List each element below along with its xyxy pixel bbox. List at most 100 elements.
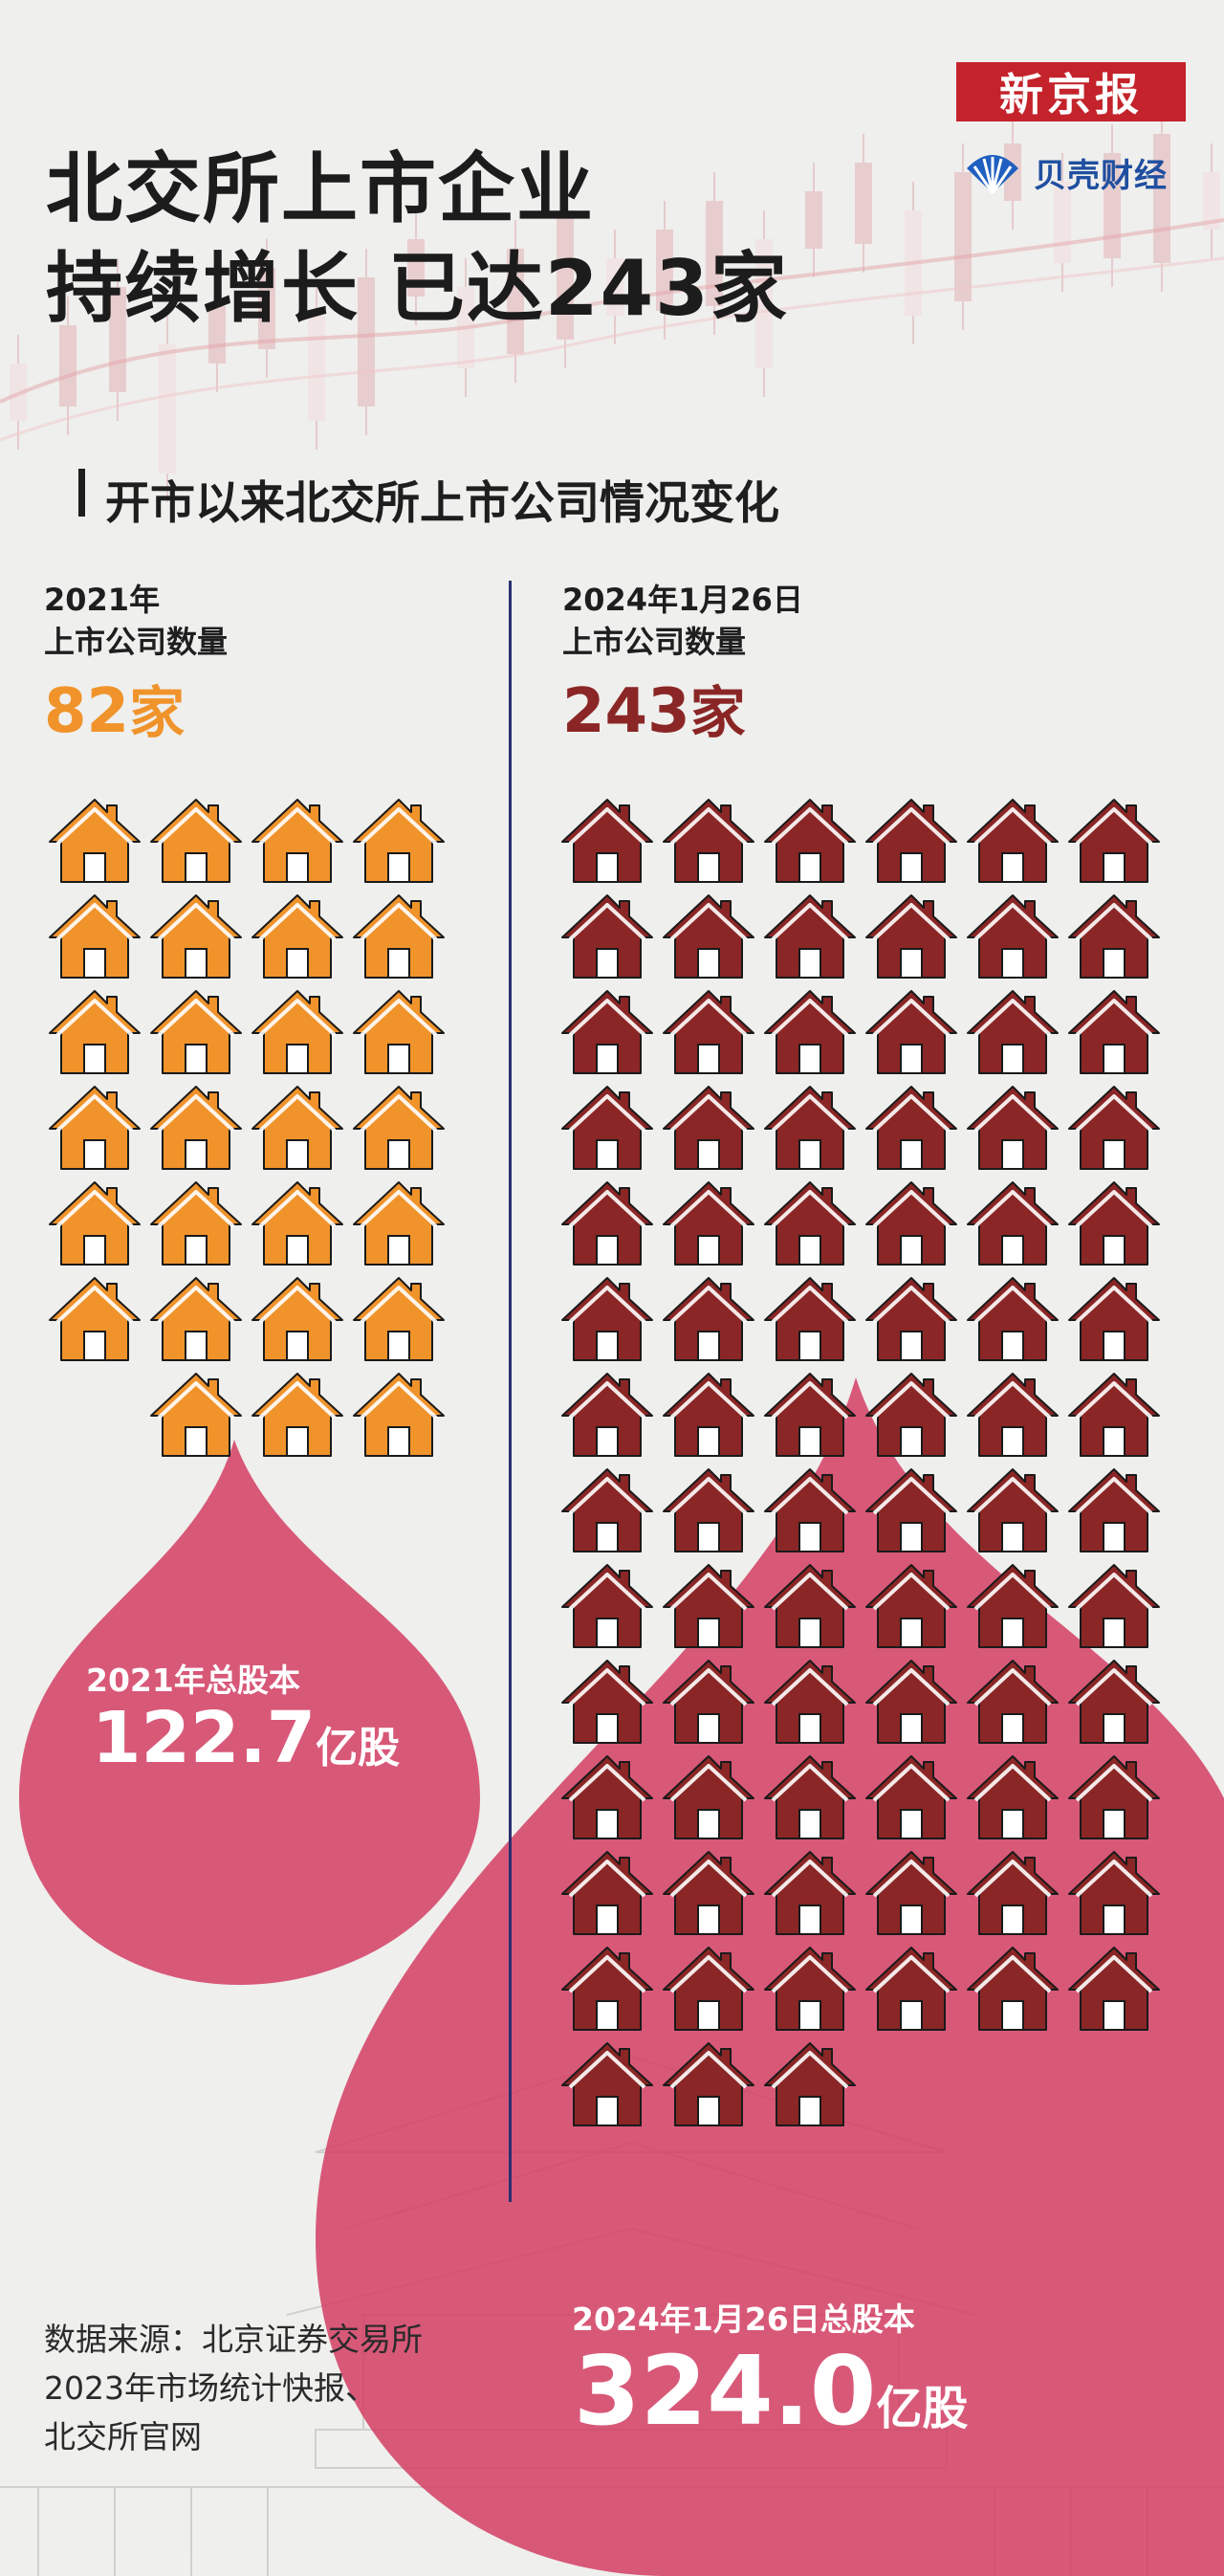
house-icon bbox=[962, 1559, 1063, 1655]
house-icon bbox=[557, 890, 658, 985]
house-icon bbox=[247, 1177, 348, 1272]
house-icon bbox=[759, 1559, 861, 1655]
house-icon bbox=[759, 1177, 861, 1272]
house-icon bbox=[1063, 1942, 1165, 2037]
house-icon bbox=[247, 1081, 348, 1177]
house-icon bbox=[962, 794, 1063, 890]
house-icon bbox=[759, 1655, 861, 1750]
house-icon bbox=[145, 1368, 247, 1464]
house-icon bbox=[44, 1272, 145, 1368]
house-grid-2021 bbox=[44, 794, 449, 1464]
candle-body bbox=[855, 163, 872, 244]
house-icon bbox=[759, 985, 861, 1081]
house-icon bbox=[759, 1368, 861, 1464]
house-grid-2024 bbox=[557, 794, 1165, 2133]
candle-body bbox=[358, 277, 375, 407]
house-icon bbox=[1063, 1464, 1165, 1559]
house-icon bbox=[658, 1846, 759, 1942]
drop-2021 bbox=[19, 1440, 480, 1985]
house-icon bbox=[962, 1942, 1063, 2037]
candle-body bbox=[706, 201, 723, 306]
left-count-unit: 家 bbox=[129, 680, 186, 745]
house-icon bbox=[658, 1272, 759, 1368]
left-date: 2021年 bbox=[44, 582, 161, 618]
house-icon bbox=[1063, 1368, 1165, 1464]
house-icon bbox=[348, 1368, 449, 1464]
left-total-unit: 亿股 bbox=[316, 1724, 401, 1772]
house-icon bbox=[557, 1177, 658, 1272]
house-icon bbox=[145, 1272, 247, 1368]
brand-logo: 贝壳财经 bbox=[961, 145, 1168, 199]
left-count-number: 82 bbox=[44, 676, 130, 747]
house-icon bbox=[44, 794, 145, 890]
house-icon bbox=[145, 794, 247, 890]
house-icon bbox=[759, 1464, 861, 1559]
subtitle: 开市以来北交所上市公司情况变化 bbox=[105, 477, 779, 530]
house-icon bbox=[658, 890, 759, 985]
house-icon bbox=[861, 1368, 962, 1464]
right-label: 上市公司数量 bbox=[562, 624, 747, 660]
house-icon bbox=[348, 890, 449, 985]
house-icon bbox=[1063, 985, 1165, 1081]
house-icon bbox=[861, 1081, 962, 1177]
page-title-line2: 持续增长 已达243家 bbox=[46, 244, 789, 333]
page-title-line1: 北交所上市企业 bbox=[46, 144, 595, 233]
house-icon bbox=[759, 794, 861, 890]
house-icon bbox=[1063, 1655, 1165, 1750]
house-icon bbox=[348, 1081, 449, 1177]
source-line3: 北交所官网 bbox=[44, 2418, 202, 2456]
house-icon bbox=[861, 985, 962, 1081]
house-icon bbox=[557, 2037, 658, 2133]
candle-body bbox=[507, 249, 524, 354]
house-icon bbox=[1063, 1272, 1165, 1368]
shell-icon bbox=[967, 155, 1018, 194]
right-total-label: 2024年1月26日总股本 bbox=[572, 2301, 915, 2338]
house-icon bbox=[658, 1750, 759, 1846]
house-icon bbox=[759, 2037, 861, 2133]
house-icon bbox=[1063, 1846, 1165, 1942]
right-total: 324.0亿股 bbox=[574, 2344, 968, 2439]
house-icon bbox=[861, 1272, 962, 1368]
candle-body bbox=[407, 239, 425, 297]
house-icon bbox=[557, 794, 658, 890]
right-count-number: 243 bbox=[562, 676, 690, 747]
house-icon bbox=[557, 1559, 658, 1655]
house-icon bbox=[557, 1846, 658, 1942]
house-icon bbox=[247, 1272, 348, 1368]
house-icon bbox=[658, 1081, 759, 1177]
house-icon bbox=[962, 1750, 1063, 1846]
house-icon bbox=[557, 1464, 658, 1559]
house-icon bbox=[44, 890, 145, 985]
house-icon bbox=[962, 1368, 1063, 1464]
right-total-unit: 亿股 bbox=[876, 2382, 969, 2435]
candle-body bbox=[159, 344, 176, 473]
house-icon bbox=[861, 1750, 962, 1846]
house-icon bbox=[658, 1177, 759, 1272]
source-line2: 2023年市场统计快报、 bbox=[44, 2369, 377, 2408]
house-icon bbox=[557, 1272, 658, 1368]
house-icon bbox=[759, 1942, 861, 2037]
house-icon bbox=[962, 985, 1063, 1081]
house-icon bbox=[658, 1655, 759, 1750]
house-icon bbox=[145, 985, 247, 1081]
house-icon bbox=[759, 1846, 861, 1942]
house-icon bbox=[962, 1081, 1063, 1177]
right-date: 2024年1月26日 bbox=[562, 582, 803, 618]
brand-name: 贝壳财经 bbox=[1034, 156, 1168, 195]
right-count-unit: 家 bbox=[689, 680, 746, 745]
house-icon bbox=[247, 794, 348, 890]
house-icon bbox=[557, 1942, 658, 2037]
newspaper-logo: 新京报 bbox=[956, 62, 1186, 121]
house-icon bbox=[348, 794, 449, 890]
house-icon bbox=[962, 1846, 1063, 1942]
right-count: 243家 bbox=[562, 681, 746, 742]
candle-body bbox=[1203, 172, 1220, 230]
house-icon bbox=[557, 1750, 658, 1846]
house-icon bbox=[962, 1177, 1063, 1272]
house-icon bbox=[861, 1846, 962, 1942]
house-icon bbox=[658, 794, 759, 890]
left-total: 122.7亿股 bbox=[92, 1703, 400, 1774]
data-source: 数据来源：北京证券交易所 2023年市场统计快报、 北交所官网 bbox=[44, 2315, 465, 2461]
house-icon bbox=[557, 985, 658, 1081]
house-icon bbox=[557, 1655, 658, 1750]
